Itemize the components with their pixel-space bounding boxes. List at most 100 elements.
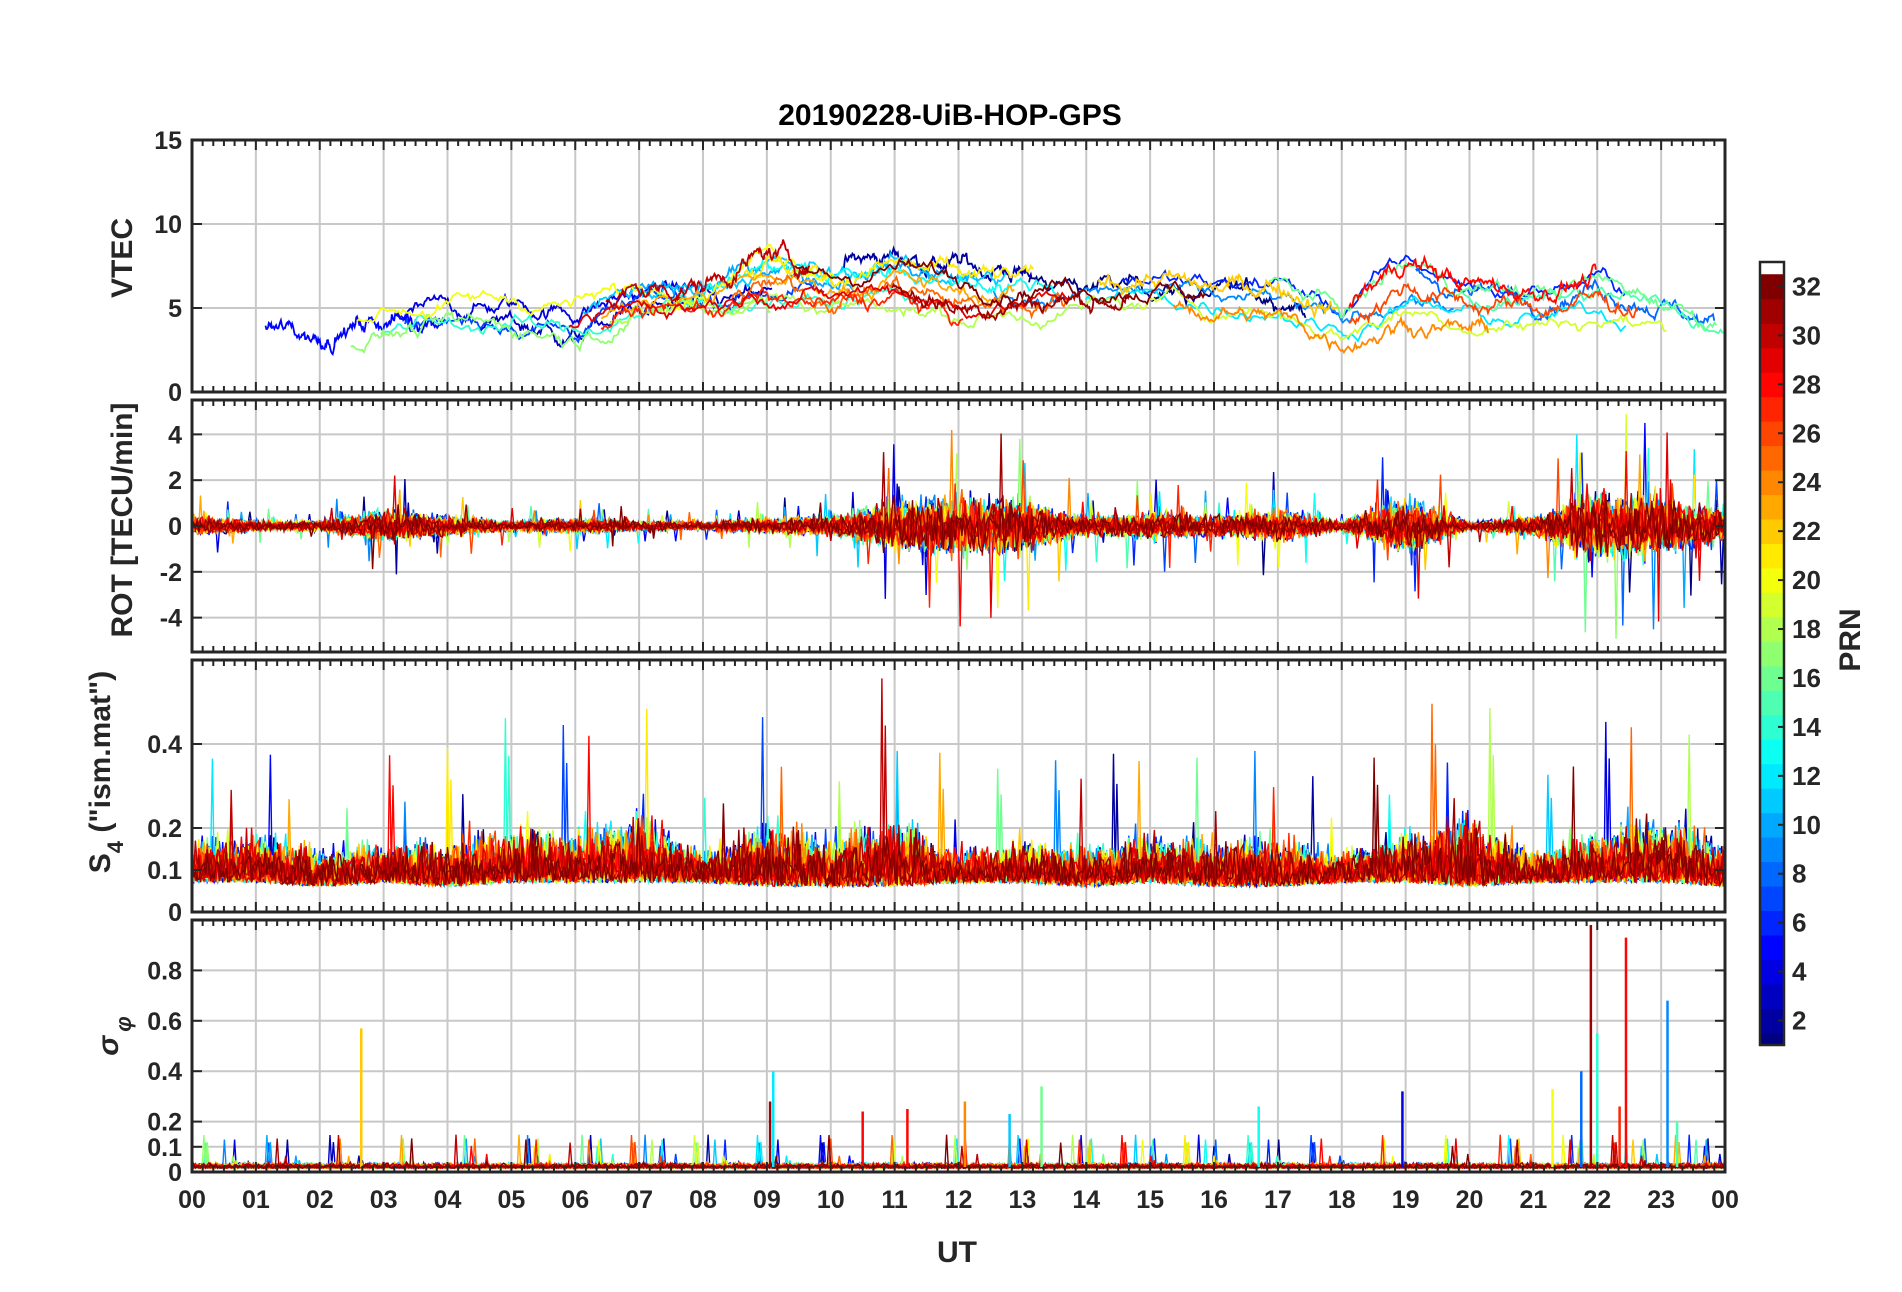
colorbar-band-prn-21 — [1760, 543, 1784, 569]
rot-ytick-label: 2 — [168, 467, 182, 495]
colorbar-band-prn-29 — [1760, 347, 1784, 373]
colorbar-band-prn-31 — [1760, 298, 1784, 324]
sigma-phi-ylabel-sub: φ — [111, 1016, 136, 1031]
colorbar-band-prn-3 — [1760, 983, 1784, 1009]
colorbar-band-prn-27 — [1760, 396, 1784, 422]
x-tick-label: 04 — [434, 1186, 462, 1214]
x-axis-label: UT — [937, 1236, 977, 1269]
vtec-series-prn-30 — [605, 239, 811, 308]
sigma_phi-ytick-label: 0.8 — [147, 957, 182, 985]
x-tick-label: 18 — [1328, 1186, 1356, 1214]
colorbar-band-prn-13 — [1760, 739, 1784, 765]
vtec-series-prn-2 — [842, 245, 1033, 283]
colorbar-frame — [1758, 260, 1786, 1047]
sigma_phi-ytick-label: 0 — [168, 1159, 182, 1187]
colorbar-band-prn-15 — [1760, 690, 1784, 716]
s4-ticks — [191, 660, 1726, 913]
rot-panel: -4 -2 0 2 4 — [160, 398, 1727, 654]
x-tick-label: 19 — [1392, 1186, 1420, 1214]
colorbar-band-prn-9 — [1760, 837, 1784, 863]
colorbar-tick-label: 6 — [1792, 908, 1806, 938]
rot-series-group — [192, 413, 1725, 639]
rot-series-prn-32 — [192, 493, 1725, 570]
x-tick-label: 00 — [1711, 1186, 1739, 1214]
vtec-ytick-label: 15 — [154, 127, 182, 155]
vtec-series-prn-24 — [1173, 299, 1489, 355]
x-tick-label: 10 — [817, 1186, 845, 1214]
s4-series-prn-32 — [192, 757, 1725, 889]
colorbar-tick-label: 18 — [1792, 614, 1821, 644]
rot-ytick-label: 0 — [168, 513, 182, 541]
vtec-series-prn-6 — [1121, 254, 1627, 322]
colorbar-tick-label: 10 — [1792, 810, 1821, 840]
x-tick-label: 12 — [945, 1186, 973, 1214]
x-tick-label: 07 — [625, 1186, 653, 1214]
s4-ylabel: S4 ("ism.mat") — [84, 671, 128, 873]
sigma-phi-ylabel-main: σ — [92, 1035, 125, 1056]
vtec-series-prn-14 — [380, 285, 918, 336]
x-tick-label: 01 — [242, 1186, 270, 1214]
colorbar-band-prn-25 — [1760, 445, 1784, 471]
s4-ylabel-sub: 4 — [103, 840, 128, 853]
x-tick-label: 20 — [1456, 1186, 1484, 1214]
colorbar-tick-label: 16 — [1792, 663, 1821, 693]
x-tick-label: 05 — [497, 1186, 525, 1214]
vtec-ytick-label: 5 — [168, 295, 182, 323]
sigma-phi-panel: 00.10.2 0.4 0.6 0.8 00 01 02 03 04 05 06 07 08 09 10 11… — [147, 918, 1739, 1214]
vtec-series-prn-1 — [1028, 273, 1307, 319]
s4-ylabel-suffix: ("ism.mat") — [84, 671, 117, 841]
colorbar-tick-label: 32 — [1792, 271, 1821, 301]
s4-ytick-label: 0.2 — [147, 815, 182, 843]
colorbar-tick-label: 28 — [1792, 369, 1821, 399]
rot-ylabel: ROT [TECU/min] — [106, 403, 139, 638]
vtec-series-prn-22 — [1097, 270, 1339, 320]
sigma_phi-ticks — [191, 920, 1726, 1173]
colorbar-tick-label: 30 — [1792, 320, 1821, 350]
colorbar-band-prn-1 — [1760, 1032, 1784, 1046]
sigma-phi-ylabel: σφ — [92, 1016, 136, 1055]
colorbar-band-prn-5 — [1760, 934, 1784, 960]
vtec-panel: 0 5 10 15 — [154, 127, 1727, 407]
x-tick-label: 21 — [1519, 1186, 1547, 1214]
x-tick-label: 13 — [1008, 1186, 1036, 1214]
rot-ytick-label: 4 — [168, 421, 182, 449]
vtec-series-prn-16 — [1269, 262, 1718, 332]
x-tick-label: 09 — [753, 1186, 781, 1214]
colorbar-tick-label: 20 — [1792, 565, 1821, 595]
rot-series-prn-30 — [192, 468, 1725, 568]
s4-ytick-label: 0.4 — [147, 731, 182, 759]
vtec-series-prn-26 — [1348, 282, 1639, 326]
x-tick-label: 02 — [306, 1186, 334, 1214]
colorbar-band-prn-11 — [1760, 788, 1784, 814]
x-tick-label: 14 — [1072, 1186, 1100, 1214]
x-tick-label: 23 — [1647, 1186, 1675, 1214]
s4-ytick-label: 0.1 — [147, 857, 182, 885]
colorbar-tick-label: 14 — [1792, 712, 1821, 742]
vtec-ytick-label: 10 — [154, 211, 182, 239]
colorbar-tick-label: 22 — [1792, 516, 1821, 546]
colorbar-tick-label: 26 — [1792, 418, 1821, 448]
x-tick-label: 17 — [1264, 1186, 1292, 1214]
rot-ticks — [191, 400, 1726, 652]
vtec-series-prn-15 — [1457, 286, 1724, 335]
sigma_phi-ytick-label: 0.4 — [147, 1058, 182, 1086]
vtec-ticks — [191, 139, 1726, 393]
colorbar-label: PRN — [1834, 608, 1867, 671]
colorbar-tick-label: 24 — [1792, 467, 1821, 497]
s4-panel: 0 0.1 0.2 0.4 — [147, 658, 1727, 927]
x-tick-label: 06 — [561, 1186, 589, 1214]
figure-title: 20190228-UiB-HOP-GPS — [778, 99, 1121, 132]
x-tick-label: 11 — [881, 1186, 908, 1214]
colorbar-band-prn-17 — [1760, 641, 1784, 667]
colorbar-band-prn-7 — [1760, 885, 1784, 912]
vtec-series-prn-32 — [794, 257, 1206, 308]
vtec-series-prn-21 — [743, 254, 1035, 292]
vtec-series-group — [264, 239, 1724, 356]
x-tick-label: 03 — [370, 1186, 398, 1214]
x-tick-label: 22 — [1583, 1186, 1611, 1214]
sigma_phi-ytick-label: 0.2 — [147, 1109, 182, 1137]
rot-ytick-label: -2 — [160, 559, 182, 587]
x-tick-label: 08 — [689, 1186, 717, 1214]
vtec-ytick-label: 0 — [168, 379, 182, 407]
